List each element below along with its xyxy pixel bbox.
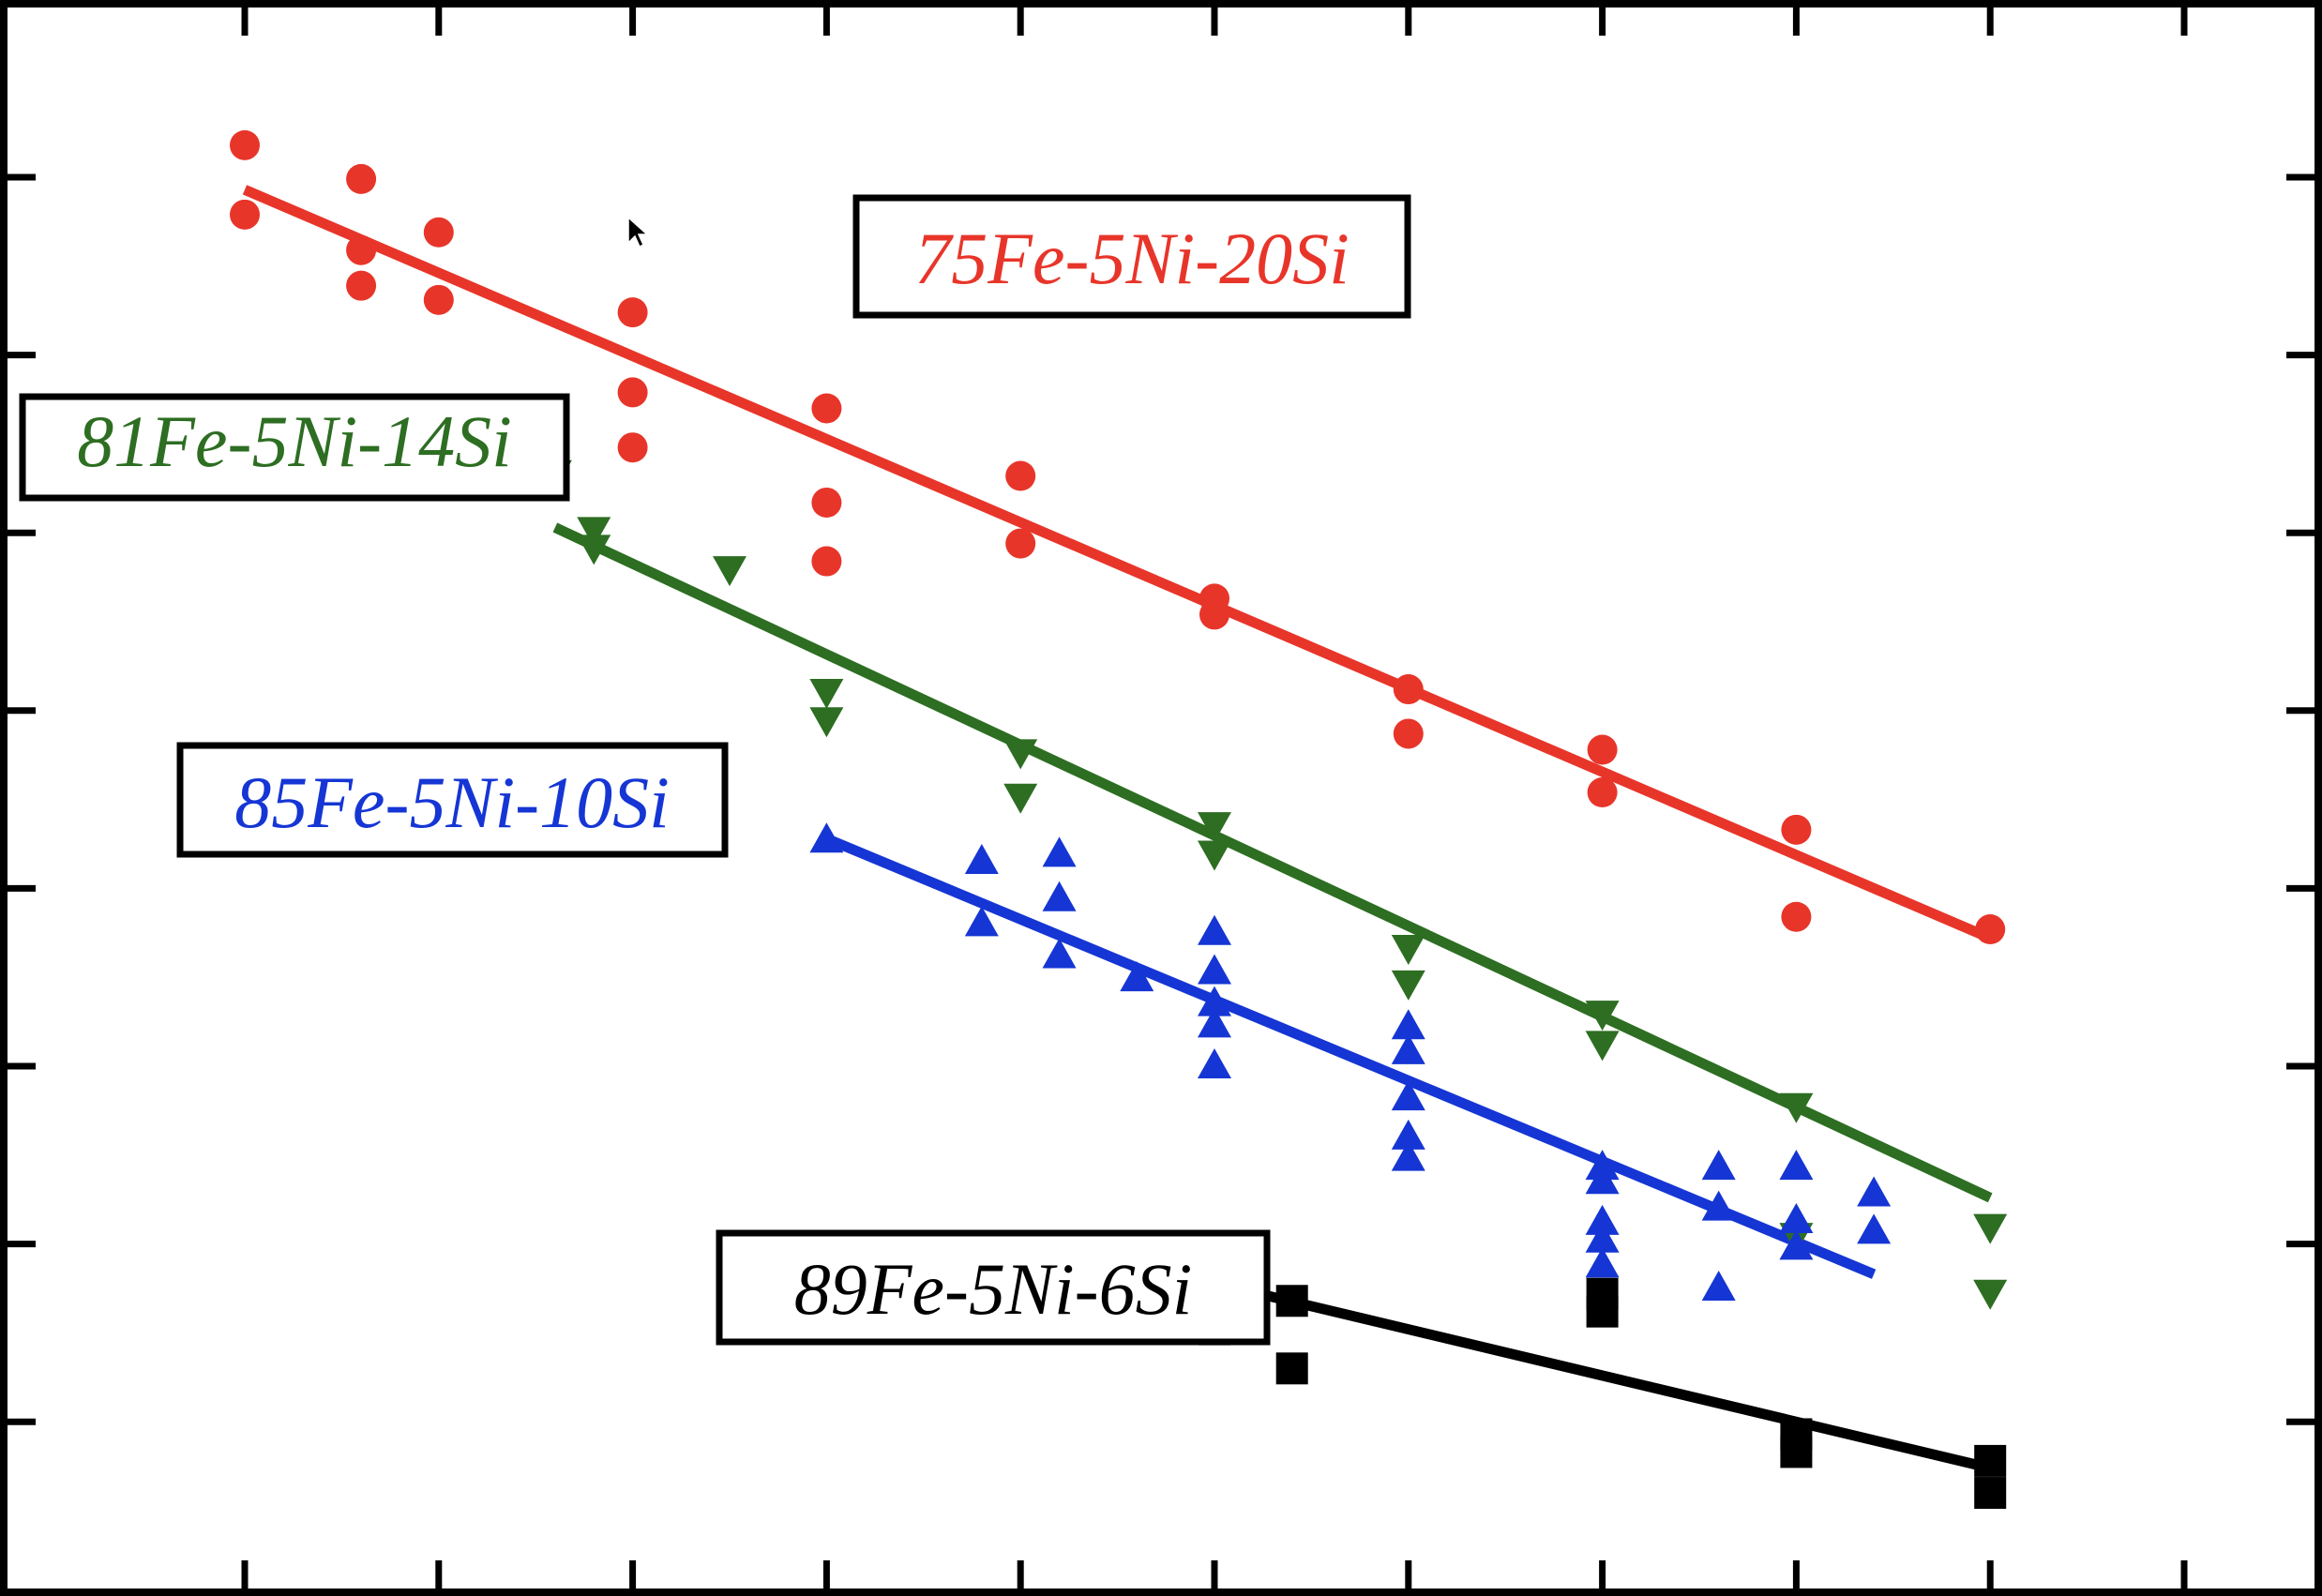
point-81fe-5ni-14si — [1973, 1279, 2008, 1310]
point-85fe-5ni-10si — [809, 822, 844, 853]
point-85fe-5ni-10si — [964, 906, 999, 937]
point-75fe-5ni-20si — [811, 393, 842, 424]
point-75fe-5ni-20si — [1975, 914, 2006, 945]
point-75fe-5ni-20si — [811, 546, 842, 577]
point-85fe-5ni-10si — [1198, 914, 1231, 945]
point-81fe-5ni-14si — [713, 556, 746, 587]
point-81fe-5ni-14si — [809, 707, 844, 738]
point-85fe-5ni-10si — [1779, 1150, 1814, 1181]
point-85fe-5ni-10si — [1701, 1150, 1736, 1181]
point-85fe-5ni-10si — [1042, 938, 1077, 969]
point-75fe-5ni-20si — [1587, 734, 1618, 765]
point-85fe-5ni-10si — [1857, 1176, 1892, 1207]
point-85fe-5ni-10si — [1198, 954, 1231, 985]
point-75fe-5ni-20si — [617, 297, 648, 328]
fit-line-89fe-5ni-6si — [1213, 1277, 1992, 1473]
point-81fe-5ni-14si — [577, 535, 611, 565]
point-75fe-5ni-20si — [346, 163, 377, 194]
point-81fe-5ni-14si — [1973, 1213, 2008, 1244]
point-81fe-5ni-14si — [1585, 1001, 1620, 1031]
point-89fe-5ni-6si — [1275, 1352, 1308, 1385]
fit-lines — [242, 185, 1993, 1473]
point-75fe-5ni-20si — [1393, 718, 1424, 749]
legend-label-89fe-5ni-6si: 89Fe-5Ni-6Si — [794, 1248, 1193, 1330]
legend-label-75fe-5ni-20si: 75Fe-5Ni-20Si — [914, 218, 1349, 299]
point-75fe-5ni-20si — [346, 270, 377, 301]
point-81fe-5ni-14si — [577, 517, 611, 548]
legend-box-75fe-5ni-20si: 75Fe-5Ni-20Si — [852, 194, 1411, 319]
point-85fe-5ni-10si — [1042, 881, 1077, 911]
point-85fe-5ni-10si — [1701, 1190, 1736, 1221]
point-81fe-5ni-14si — [1585, 1031, 1620, 1061]
point-81fe-5ni-14si — [1391, 934, 1425, 965]
fit-line-81fe-5ni-14si — [552, 522, 1993, 1203]
point-89fe-5ni-6si — [1275, 1285, 1308, 1317]
point-89fe-5ni-6si — [1780, 1436, 1813, 1468]
point-85fe-5ni-10si — [1857, 1213, 1892, 1244]
point-81fe-5ni-14si — [809, 678, 844, 709]
point-75fe-5ni-20si — [230, 129, 260, 160]
point-85fe-5ni-10si — [1585, 1164, 1620, 1195]
point-81fe-5ni-14si — [1003, 739, 1038, 770]
point-89fe-5ni-6si — [1974, 1444, 2007, 1477]
point-81fe-5ni-14si — [1003, 783, 1038, 814]
point-75fe-5ni-20si — [423, 217, 454, 248]
point-85fe-5ni-10si — [1120, 961, 1154, 992]
mouse-cursor-icon — [627, 216, 649, 248]
point-85fe-5ni-10si — [1391, 1140, 1425, 1171]
point-85fe-5ni-10si — [1585, 1204, 1620, 1235]
point-85fe-5ni-10si — [1391, 1080, 1425, 1111]
legend-box-81fe-5ni-14si: 81Fe-5Ni-14Si — [19, 393, 570, 502]
point-85fe-5ni-10si — [1585, 1247, 1620, 1278]
point-75fe-5ni-20si — [1199, 599, 1229, 630]
point-75fe-5ni-20si — [617, 377, 648, 408]
point-75fe-5ni-20si — [423, 284, 454, 315]
point-81fe-5ni-14si — [1779, 1092, 1814, 1123]
point-85fe-5ni-10si — [1779, 1202, 1814, 1233]
point-85fe-5ni-10si — [1701, 1271, 1736, 1301]
point-75fe-5ni-20si — [811, 487, 842, 518]
point-75fe-5ni-20si — [1781, 814, 1812, 845]
point-75fe-5ni-20si — [617, 432, 648, 463]
legend-label-85fe-5ni-10si: 85Fe-5Ni-10Si — [234, 761, 670, 843]
point-89fe-5ni-6si — [1974, 1477, 2007, 1510]
point-89fe-5ni-6si — [1586, 1295, 1619, 1328]
point-75fe-5ni-20si — [1587, 777, 1618, 808]
legend-box-85fe-5ni-10si: 85Fe-5Ni-10Si — [176, 742, 729, 858]
point-85fe-5ni-10si — [1198, 986, 1231, 1016]
point-85fe-5ni-10si — [1391, 1009, 1425, 1040]
point-85fe-5ni-10si — [1391, 1119, 1425, 1150]
point-85fe-5ni-10si — [1779, 1229, 1814, 1260]
axis-ticks — [4, 4, 2318, 1592]
point-81fe-5ni-14si — [1198, 840, 1231, 871]
point-85fe-5ni-10si — [1585, 1222, 1620, 1253]
point-81fe-5ni-14si — [1391, 970, 1425, 1001]
point-81fe-5ni-14si — [1198, 812, 1231, 843]
point-85fe-5ni-10si — [964, 843, 999, 874]
legend-label-81fe-5ni-14si: 81Fe-5Ni-14Si — [77, 400, 512, 482]
fit-line-85fe-5ni-10si — [824, 834, 1877, 1279]
point-85fe-5ni-10si — [1198, 1048, 1231, 1078]
point-75fe-5ni-20si — [1781, 901, 1812, 932]
point-75fe-5ni-20si — [1005, 528, 1036, 559]
point-75fe-5ni-20si — [1005, 460, 1036, 491]
point-85fe-5ni-10si — [1042, 836, 1077, 867]
point-75fe-5ni-20si — [230, 199, 260, 230]
fit-line-75fe-5ni-20si — [242, 185, 1993, 943]
point-75fe-5ni-20si — [1393, 674, 1424, 705]
legend-box-89fe-5ni-6si: 89Fe-5Ni-6Si — [716, 1229, 1271, 1346]
point-75fe-5ni-20si — [346, 234, 377, 265]
point-85fe-5ni-10si — [1198, 1007, 1231, 1038]
point-85fe-5ni-10si — [1391, 1033, 1425, 1064]
